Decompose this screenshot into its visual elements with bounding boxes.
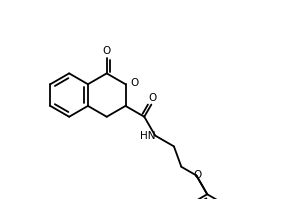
Text: O: O — [130, 78, 139, 88]
Text: HN: HN — [140, 131, 155, 141]
Text: O: O — [193, 170, 202, 180]
Text: O: O — [103, 46, 111, 56]
Text: O: O — [148, 93, 157, 103]
